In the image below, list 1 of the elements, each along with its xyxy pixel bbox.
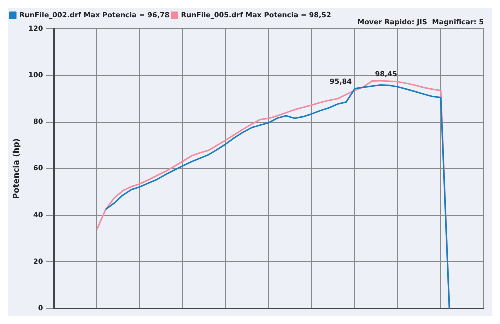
y-axis-title: Potencia (hp) <box>12 138 21 200</box>
